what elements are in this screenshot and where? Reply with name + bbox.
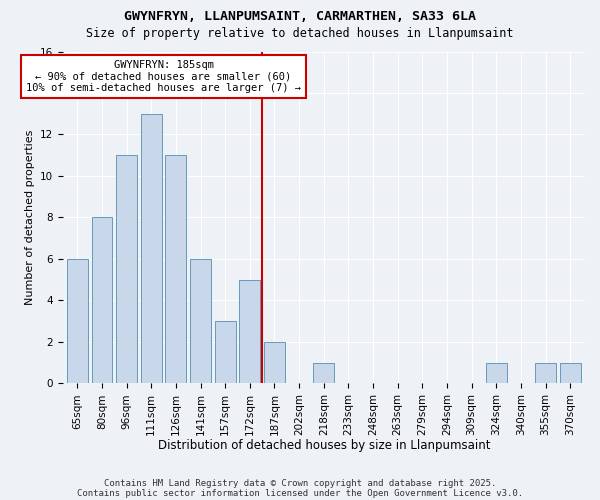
- Bar: [190, 259, 211, 384]
- Bar: [486, 362, 507, 384]
- Bar: [264, 342, 285, 384]
- Text: GWYNFRYN, LLANPUMSAINT, CARMARTHEN, SA33 6LA: GWYNFRYN, LLANPUMSAINT, CARMARTHEN, SA33…: [124, 10, 476, 23]
- Text: Contains public sector information licensed under the Open Government Licence v3: Contains public sector information licen…: [77, 488, 523, 498]
- X-axis label: Distribution of detached houses by size in Llanpumsaint: Distribution of detached houses by size …: [158, 440, 490, 452]
- Text: Contains HM Land Registry data © Crown copyright and database right 2025.: Contains HM Land Registry data © Crown c…: [104, 478, 496, 488]
- Bar: [313, 362, 334, 384]
- Bar: [116, 155, 137, 384]
- Bar: [560, 362, 581, 384]
- Y-axis label: Number of detached properties: Number of detached properties: [25, 130, 35, 305]
- Text: Size of property relative to detached houses in Llanpumsaint: Size of property relative to detached ho…: [86, 28, 514, 40]
- Bar: [535, 362, 556, 384]
- Bar: [92, 218, 112, 384]
- Bar: [215, 321, 236, 384]
- Bar: [239, 280, 260, 384]
- Bar: [166, 155, 187, 384]
- Bar: [141, 114, 162, 384]
- Text: GWYNFRYN: 185sqm
← 90% of detached houses are smaller (60)
10% of semi-detached : GWYNFRYN: 185sqm ← 90% of detached house…: [26, 60, 301, 93]
- Bar: [67, 259, 88, 384]
